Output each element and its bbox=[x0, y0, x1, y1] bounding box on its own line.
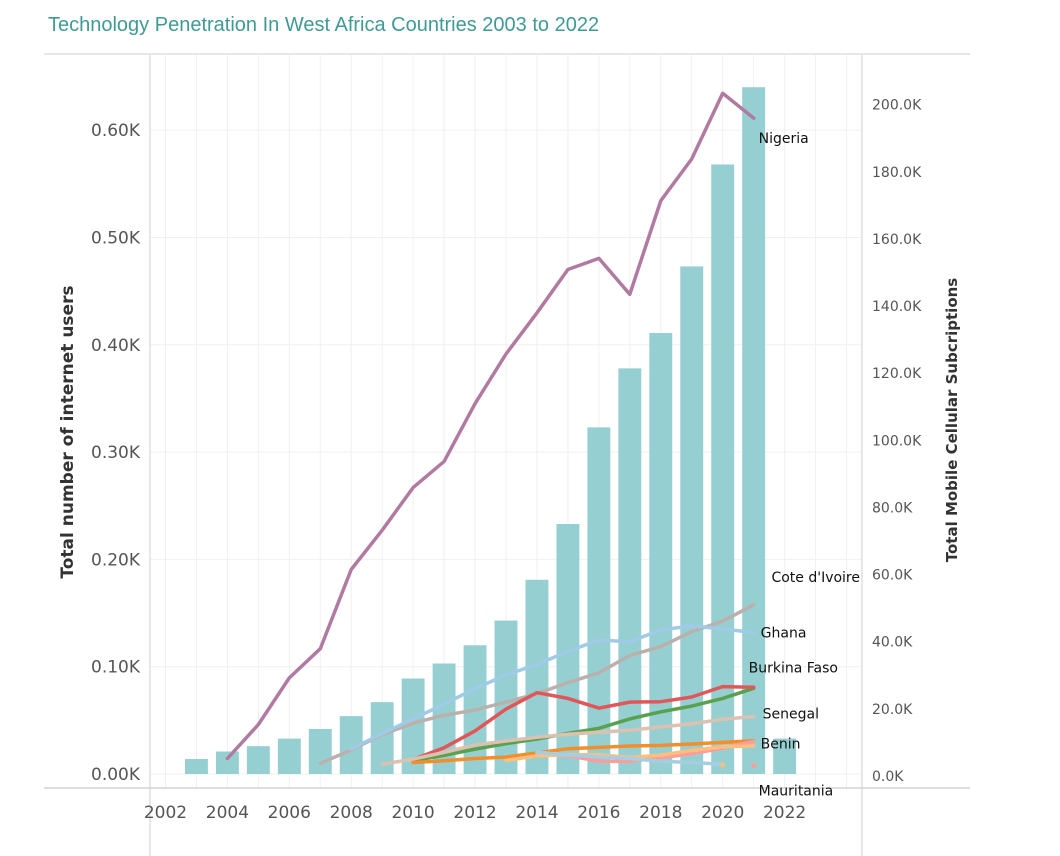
series-line-2 bbox=[349, 624, 756, 751]
right-tick-label: 0.0K bbox=[872, 769, 904, 785]
series-label: Benin bbox=[761, 737, 801, 753]
right-tick-label: 100.0K bbox=[872, 433, 922, 449]
left-tick-label: 0.40K bbox=[91, 336, 141, 356]
bar-2005 bbox=[246, 746, 270, 775]
bar-2022 bbox=[773, 738, 797, 775]
right-tick-label: 140.0K bbox=[872, 299, 922, 315]
x-tick-label: 2016 bbox=[577, 803, 620, 823]
right-tick-label: 160.0K bbox=[872, 232, 922, 248]
series-label: Burkina Faso bbox=[749, 660, 838, 676]
x-tick-label: 2004 bbox=[206, 803, 249, 823]
left-axis-title: Total number of internet users bbox=[58, 285, 78, 578]
right-tick-label: 40.0K bbox=[872, 635, 913, 651]
right-tick-label: 80.0K bbox=[872, 500, 913, 516]
bar-2013 bbox=[494, 620, 518, 775]
series-label: Senegal bbox=[763, 707, 819, 723]
series-line-4 bbox=[411, 684, 756, 762]
bar-2015 bbox=[556, 523, 580, 775]
series-label: Cote d'Ivoire bbox=[771, 570, 860, 586]
right-tick-label: 120.0K bbox=[872, 366, 922, 382]
left-tick-label: 0.30K bbox=[91, 443, 141, 463]
right-tick-label: 60.0K bbox=[872, 568, 913, 584]
left-tick-label: 0.60K bbox=[91, 121, 141, 141]
bar-layer bbox=[184, 87, 797, 775]
series-line-6 bbox=[411, 738, 756, 765]
right-tick-label: 180.0K bbox=[872, 165, 922, 181]
series-label: Nigeria bbox=[759, 131, 809, 147]
x-tick-label: 2020 bbox=[701, 803, 744, 823]
bar-2014 bbox=[525, 579, 549, 775]
series-point-10 bbox=[720, 762, 726, 768]
series-label: Ghana bbox=[761, 626, 807, 642]
bar-2021 bbox=[742, 87, 766, 775]
bar-2018 bbox=[649, 332, 673, 775]
left-tick-label: 0.10K bbox=[91, 658, 141, 678]
x-tick-label: 2022 bbox=[763, 803, 806, 823]
axis-frame bbox=[44, 53, 970, 856]
x-tick-label: 2010 bbox=[391, 803, 434, 823]
bar-2016 bbox=[587, 427, 611, 775]
right-tick-label: 20.0K bbox=[872, 702, 913, 718]
bar-2019 bbox=[680, 266, 704, 775]
x-tick-label: 2018 bbox=[639, 803, 682, 823]
series-line-0 bbox=[225, 91, 756, 761]
bar-2010 bbox=[401, 678, 425, 775]
bar-2003 bbox=[184, 759, 208, 775]
left-tick-label: 0.00K bbox=[91, 765, 141, 785]
left-tick-label: 0.50K bbox=[91, 228, 141, 248]
x-tick-label: 2008 bbox=[330, 803, 373, 823]
bar-2006 bbox=[277, 738, 301, 775]
right-tick-label: 200.0K bbox=[872, 98, 922, 114]
x-tick-label: 2014 bbox=[515, 803, 558, 823]
series-labels: Nigeria Cote d'Ivoire Ghana Burkina Faso Sen… bbox=[749, 131, 860, 799]
bar-2007 bbox=[308, 728, 332, 775]
series-line-5 bbox=[380, 714, 756, 766]
bar-2009 bbox=[370, 702, 394, 775]
series-line-9 bbox=[535, 750, 725, 766]
x-tick-label: 2006 bbox=[268, 803, 311, 823]
bar-2004 bbox=[215, 751, 239, 775]
chart-title: Technology Penetration In West Africa Co… bbox=[48, 14, 600, 36]
bar-2008 bbox=[339, 716, 363, 775]
series-label: Mauritania bbox=[759, 784, 834, 800]
series-point-11 bbox=[751, 763, 757, 769]
tick-labels: 2002 2004 2006 2008 2010 2012 2014 2016 2018 2020… bbox=[91, 98, 922, 823]
right-axis-title: Total Mobile Cellular Subcriptions bbox=[943, 278, 961, 563]
left-tick-label: 0.20K bbox=[91, 550, 141, 570]
bar-2020 bbox=[711, 164, 735, 775]
bar-2017 bbox=[618, 368, 642, 775]
x-tick-label: 2002 bbox=[144, 803, 187, 823]
x-tick-label: 2012 bbox=[453, 803, 496, 823]
line-layer bbox=[225, 91, 757, 769]
series-line-3 bbox=[411, 686, 756, 763]
